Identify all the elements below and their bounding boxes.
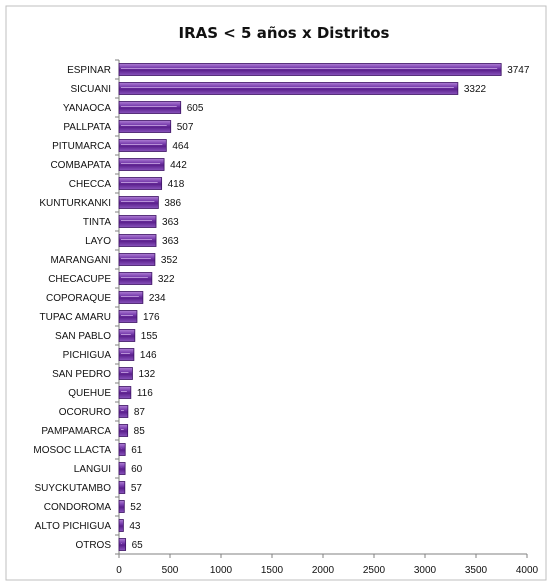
plot-area: ESPINAR 3747 SICUANI 3322 YANAOCA 605 PALLPATA… [33,59,539,576]
bar [118,101,182,114]
data-label: 132 [138,369,155,380]
bar [118,443,126,456]
bar [118,386,132,399]
data-label: 605 [187,103,204,114]
category-label: PITUMARCA [52,141,111,152]
data-label: 52 [130,502,142,513]
data-label: 322 [158,274,175,285]
bar [118,82,459,95]
x-tick-label: 4000 [516,565,539,576]
data-label: 43 [129,521,141,532]
category-label: YANAOCA [63,103,111,114]
chart-title: IRAS < 5 años x Distritos [178,24,389,42]
bar [118,519,124,532]
bar [118,253,156,266]
x-tick-label: 3500 [465,565,488,576]
bar [118,272,153,285]
chart-frame [5,5,547,581]
x-tick-label: 1500 [261,565,284,576]
x-tick-label: 0 [116,565,122,576]
category-label: TINTA [83,217,111,228]
bar [118,120,172,133]
category-label: TUPAC AMARU [40,312,112,323]
bar [118,481,126,494]
category-label: PICHIGUA [63,350,112,361]
data-label: 442 [170,160,187,171]
data-label: 116 [137,388,153,399]
data-label: 146 [140,350,157,361]
bar [118,367,133,380]
data-label: 65 [132,540,144,551]
bar [118,329,136,342]
category-label: SAN PEDRO [52,369,111,380]
bar [118,139,167,152]
category-label: LANGUI [74,464,111,475]
data-label: 57 [131,483,143,494]
category-label: ESPINAR [67,65,111,76]
data-label: 507 [177,122,194,133]
bar [118,405,129,418]
data-label: 386 [164,198,181,209]
category-label: SICUANI [70,84,111,95]
bar [118,310,138,323]
data-label: 352 [161,255,178,266]
category-label: CONDOROMA [44,502,112,513]
data-label: 363 [162,236,179,247]
category-label: CHECCA [69,179,112,190]
category-label: KUNTURKANKI [39,198,111,209]
data-label: 3322 [464,84,487,95]
category-label: PAMPAMARCA [41,426,111,437]
bar [118,177,163,190]
category-label: SAN PABLO [55,331,111,342]
data-label: 464 [172,141,189,152]
data-label: 363 [162,217,179,228]
category-label: OTROS [75,540,111,551]
data-label: 418 [168,179,185,190]
data-label: 234 [149,293,166,304]
category-label: ALTO PICHIGUA [35,521,112,532]
category-label: MARANGANI [50,255,111,266]
category-label: SUYCKUTAMBO [35,483,112,494]
x-tick-label: 2000 [312,565,335,576]
bar [118,462,126,475]
bar [118,158,165,171]
bar [118,424,129,437]
bar [118,500,125,513]
bar [118,538,127,551]
category-label: OCORURO [59,407,111,418]
category-label: MOSOC LLACTA [33,445,111,456]
x-tick-label: 3000 [414,565,437,576]
bar [118,63,502,76]
category-label: CHECACUPE [48,274,111,285]
category-label: PALLPATA [63,122,111,133]
data-label: 176 [143,312,160,323]
bar [118,215,157,228]
bar [118,348,135,361]
data-label: 3747 [507,65,530,76]
data-label: 155 [141,331,158,342]
bar [118,196,159,209]
category-label: QUEHUE [68,388,111,399]
category-label: COMBAPATA [50,160,111,171]
bar [118,291,144,304]
x-tick-label: 500 [162,565,179,576]
x-tick-label: 2500 [363,565,386,576]
category-label: COPORAQUE [46,293,111,304]
data-label: 85 [134,426,146,437]
bar [118,234,157,247]
category-label: LAYO [85,236,111,247]
data-label: 61 [131,445,143,456]
data-label: 60 [131,464,143,475]
x-tick-label: 1000 [210,565,233,576]
data-label: 87 [134,407,146,418]
